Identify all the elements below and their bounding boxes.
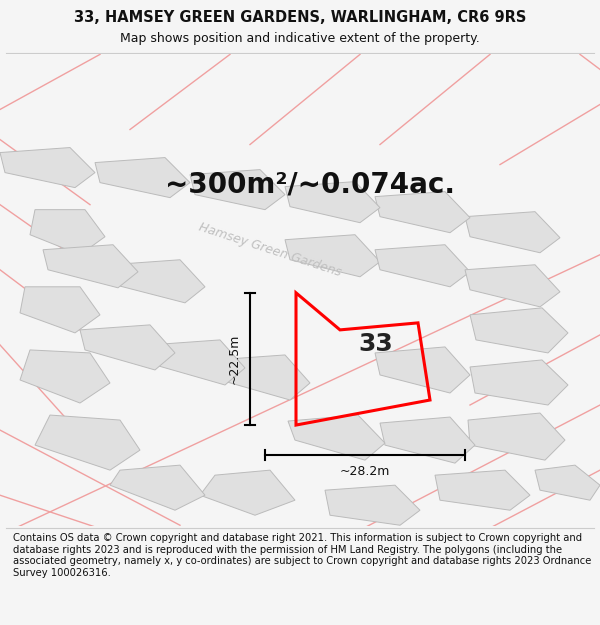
- Polygon shape: [465, 265, 560, 307]
- Polygon shape: [35, 415, 140, 470]
- Polygon shape: [375, 245, 470, 287]
- Polygon shape: [380, 417, 475, 463]
- Polygon shape: [375, 192, 470, 232]
- Text: ~28.2m: ~28.2m: [340, 464, 390, 478]
- Text: ~22.5m: ~22.5m: [227, 334, 241, 384]
- Polygon shape: [285, 182, 380, 222]
- Polygon shape: [20, 287, 100, 333]
- Polygon shape: [535, 465, 600, 500]
- Text: Hamsey Green Gardens: Hamsey Green Gardens: [197, 221, 343, 279]
- Polygon shape: [465, 212, 560, 253]
- Polygon shape: [30, 209, 105, 255]
- Polygon shape: [325, 485, 420, 525]
- Polygon shape: [0, 148, 95, 188]
- Text: 33, HAMSEY GREEN GARDENS, WARLINGHAM, CR6 9RS: 33, HAMSEY GREEN GARDENS, WARLINGHAM, CR…: [74, 10, 526, 25]
- Polygon shape: [375, 347, 470, 393]
- Polygon shape: [470, 360, 568, 405]
- Text: Contains OS data © Crown copyright and database right 2021. This information is : Contains OS data © Crown copyright and d…: [13, 533, 592, 578]
- Polygon shape: [215, 355, 310, 400]
- Polygon shape: [190, 169, 285, 209]
- Polygon shape: [285, 235, 380, 277]
- Polygon shape: [20, 350, 110, 403]
- Polygon shape: [80, 325, 175, 370]
- Polygon shape: [95, 158, 190, 198]
- Polygon shape: [150, 340, 245, 385]
- Polygon shape: [435, 470, 530, 510]
- Polygon shape: [43, 245, 138, 288]
- Polygon shape: [110, 260, 205, 303]
- Polygon shape: [288, 415, 385, 460]
- Polygon shape: [110, 465, 205, 510]
- Text: 33: 33: [359, 332, 394, 356]
- Text: Map shows position and indicative extent of the property.: Map shows position and indicative extent…: [120, 32, 480, 44]
- Text: ~300m²/~0.074ac.: ~300m²/~0.074ac.: [165, 171, 455, 199]
- Polygon shape: [200, 470, 295, 515]
- Polygon shape: [470, 308, 568, 353]
- Polygon shape: [468, 413, 565, 460]
